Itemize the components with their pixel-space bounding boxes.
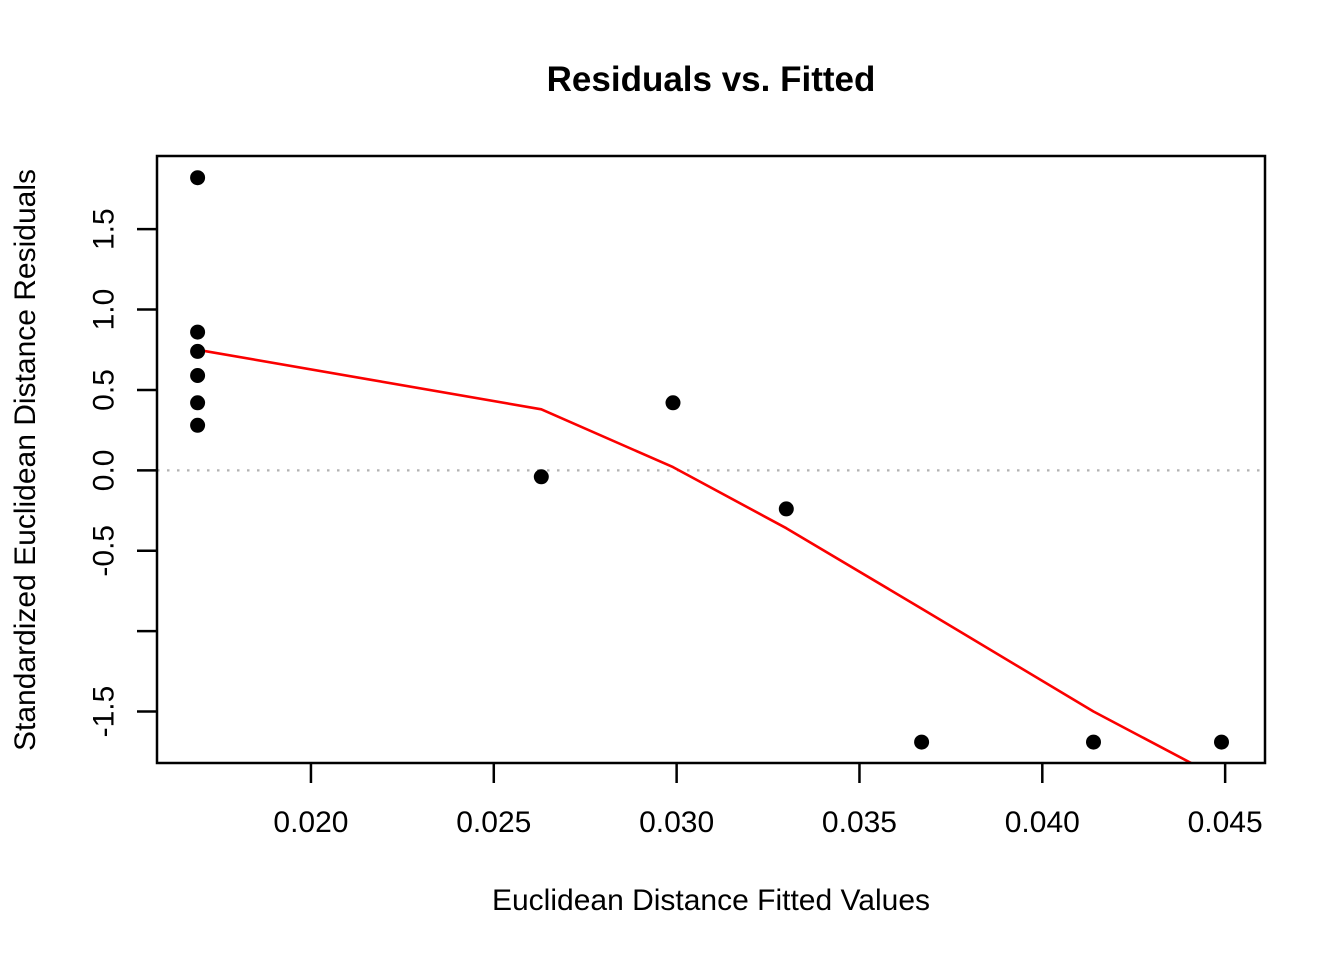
- x-tick-label: 0.035: [822, 806, 897, 839]
- y-tick-label: 0.5: [88, 369, 121, 411]
- lowess-trend: [197, 348, 1194, 763]
- y-tick-label: 1.0: [88, 289, 121, 331]
- chart-title: Residuals vs. Fitted: [546, 60, 876, 99]
- y-tick-label: -0.5: [88, 525, 121, 577]
- data-point: [533, 469, 549, 485]
- data-point: [914, 734, 930, 750]
- data-point: [778, 501, 794, 517]
- x-axis-title: Euclidean Distance Fitted Values: [491, 884, 931, 917]
- x-tick-label: 0.040: [1005, 806, 1080, 839]
- y-tick-label: 1.5: [88, 208, 121, 250]
- data-point: [1086, 734, 1101, 750]
- data-point: [1214, 734, 1229, 750]
- plot-area: [157, 170, 1265, 763]
- plot-border: [155, 154, 1267, 765]
- x-tick-label: 0.025: [456, 806, 531, 839]
- data-point: [190, 324, 206, 340]
- y-tick-label: 0.0: [88, 449, 121, 491]
- x-tick-label: 0.030: [639, 806, 714, 839]
- data-point: [190, 170, 206, 186]
- data-point: [190, 395, 206, 411]
- y-axis-title: Standardized Euclidean Distance Residual…: [9, 168, 42, 752]
- y-axis: 1.5 1.0 0.5 0.0 -0.5 -1.5: [88, 208, 157, 738]
- y-tick-label: -1.5: [88, 686, 121, 738]
- data-point: [190, 343, 206, 359]
- x-tick-label: 0.020: [273, 806, 348, 839]
- data-point: [190, 417, 206, 433]
- data-point: [665, 395, 681, 411]
- data-point: [190, 368, 206, 383]
- x-axis: 0.020 0.025 0.030 0.035 0.040 0.045: [273, 763, 1263, 839]
- x-tick-label: 0.045: [1188, 806, 1263, 839]
